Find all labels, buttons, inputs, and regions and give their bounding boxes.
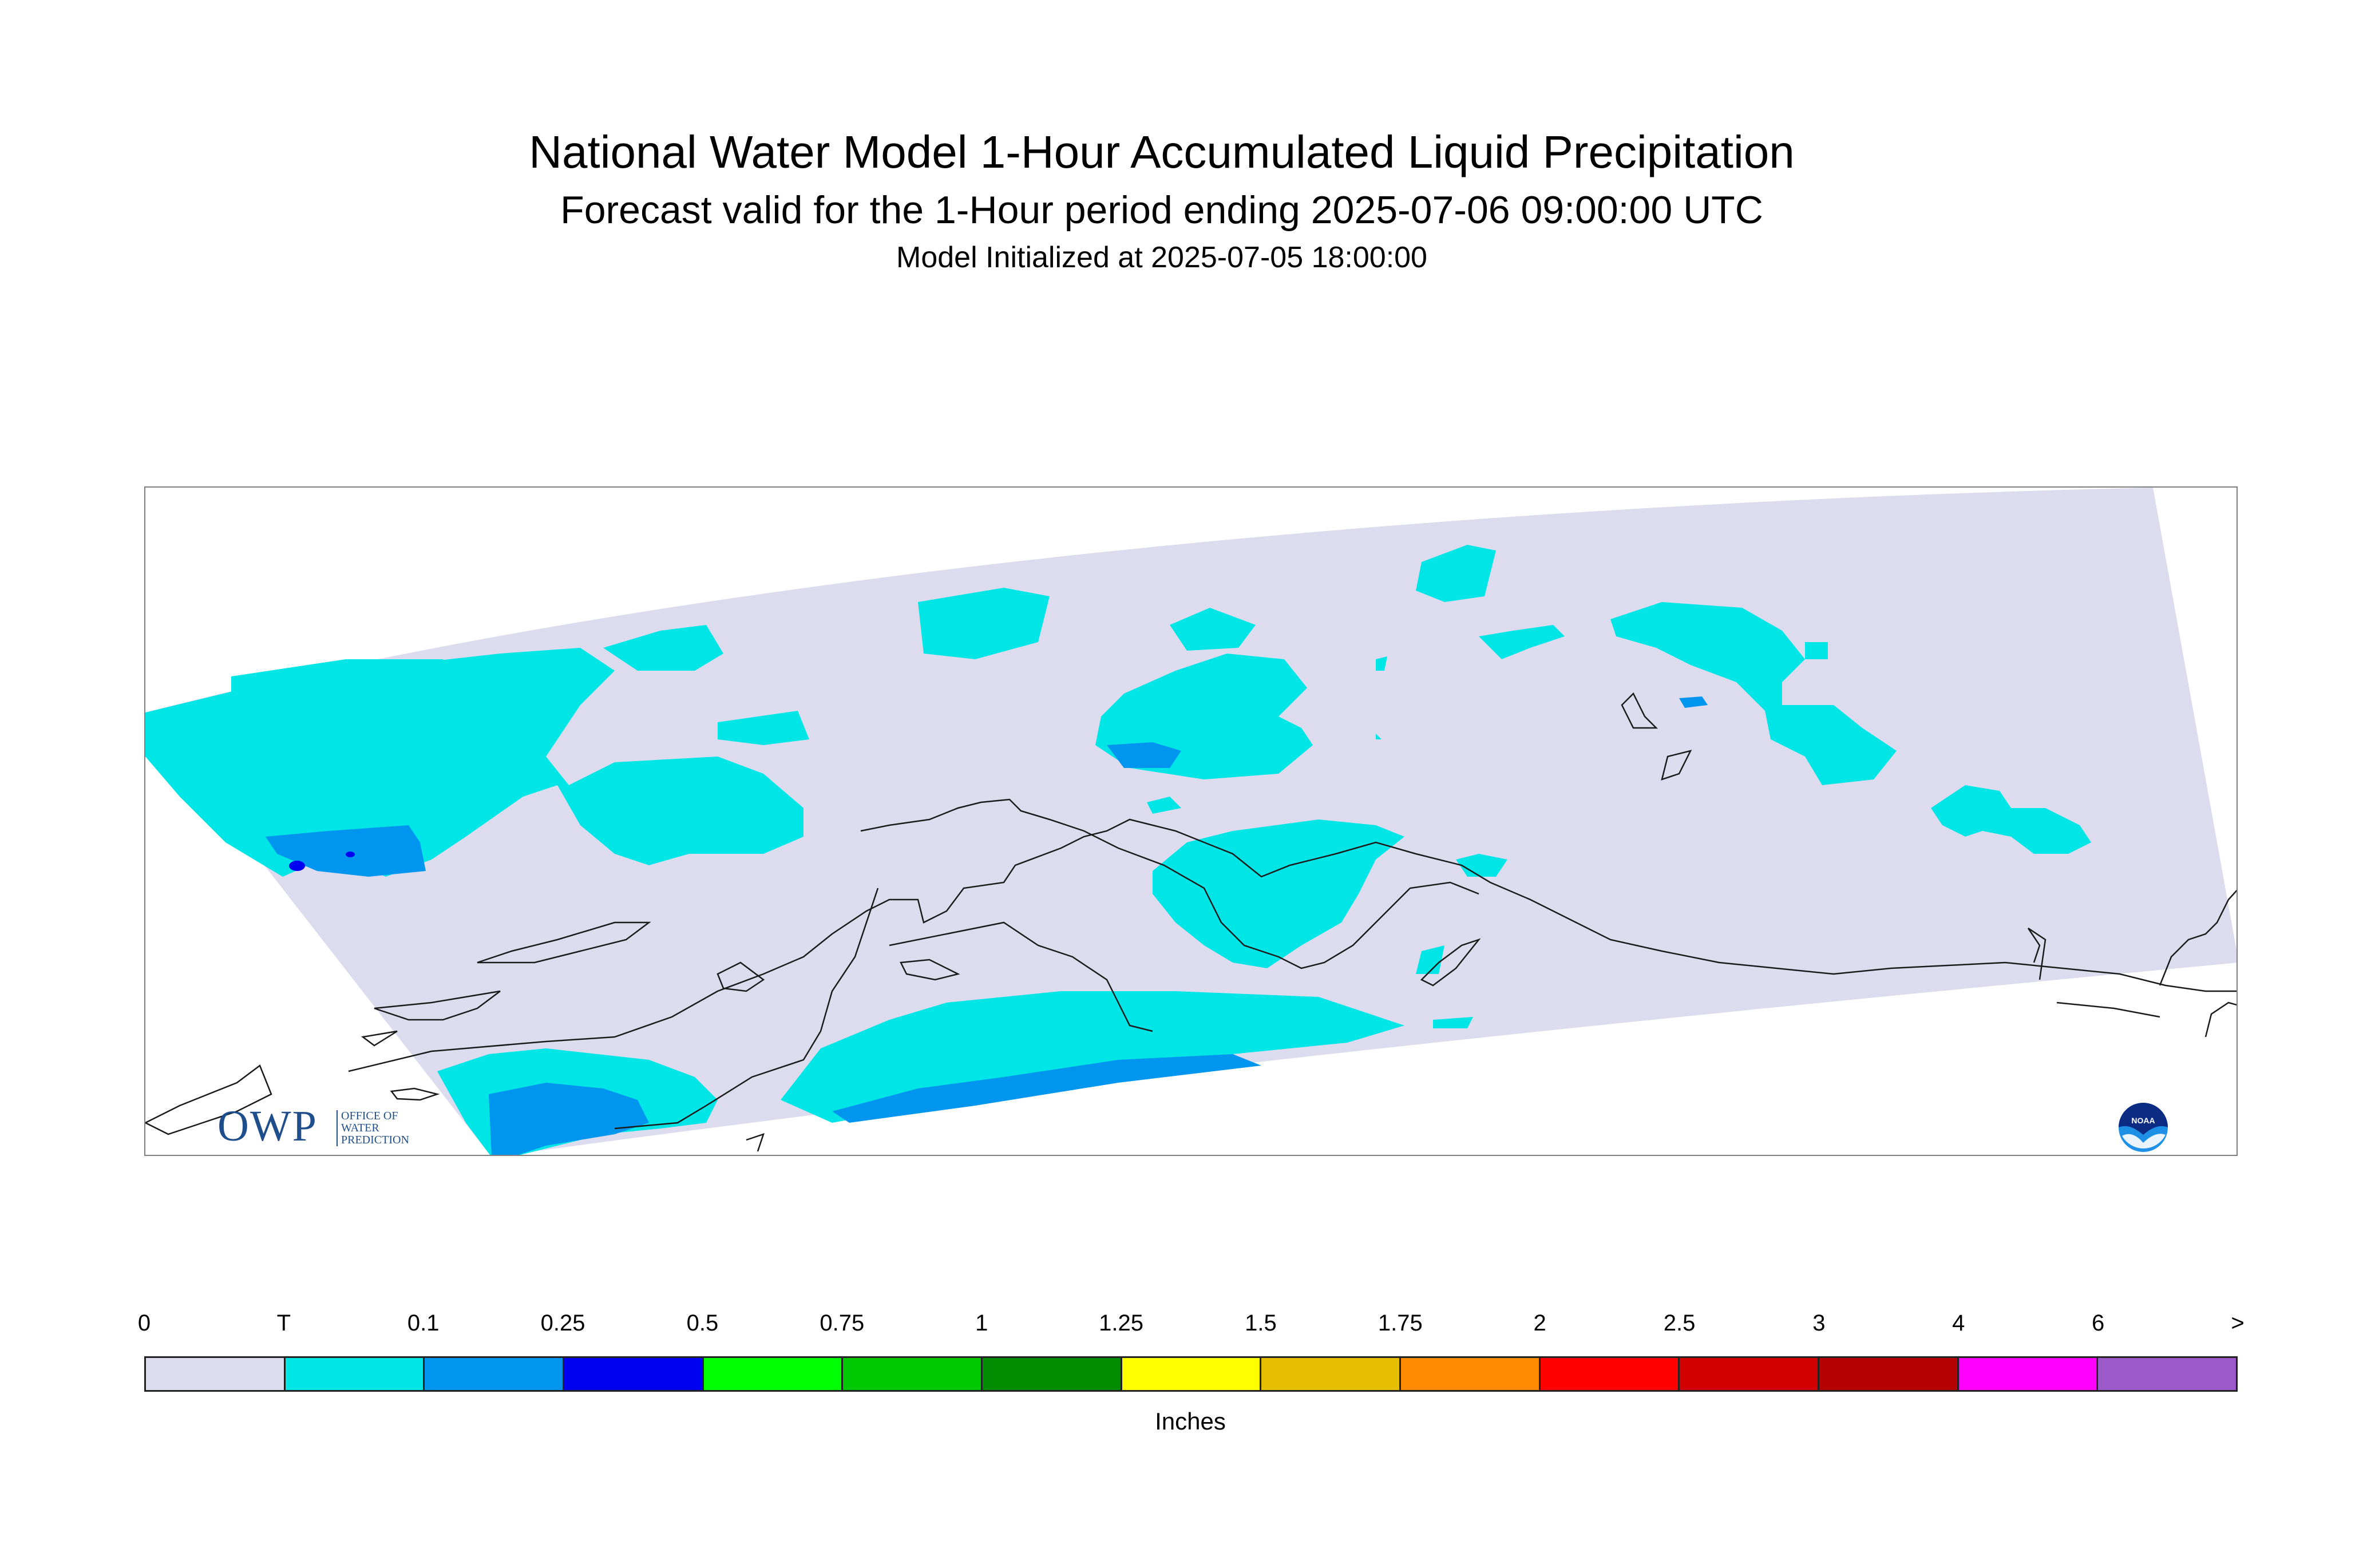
colorbar-swatch — [703, 1358, 844, 1390]
colorbar-swatch — [843, 1358, 983, 1390]
colorbar-swatch — [1540, 1358, 1680, 1390]
trace-precip-areas — [145, 545, 2091, 1155]
colorbar-tick-label: 0.5 — [686, 1310, 719, 1336]
colorbar-tick-label: 3 — [1812, 1310, 1826, 1336]
colorbar-swatch — [2098, 1358, 2237, 1390]
colorbar-tick-label: > — [2231, 1310, 2245, 1336]
colorbar-swatch — [1261, 1358, 1402, 1390]
colorbar-tick-label: 1.25 — [1099, 1310, 1143, 1336]
light-precip-areas — [266, 696, 1708, 1155]
owp-logo: OWP — [217, 1102, 318, 1150]
precip-colorbar — [144, 1356, 2238, 1392]
noaa-logo-text: NOAA — [2131, 1116, 2155, 1125]
colorbar-swatch — [1680, 1358, 1820, 1390]
colorbar-tick-label: 6 — [2092, 1310, 2105, 1336]
colorbar-swatch — [1401, 1358, 1541, 1390]
precipitation-map[interactable] — [144, 486, 2238, 1156]
colorbar-swatch — [1958, 1358, 2099, 1390]
owp-logo-subtext: OFFICE OF WATER PREDICTION — [337, 1110, 409, 1146]
colorbar-tick-label: 2 — [1533, 1310, 1546, 1336]
forecast-valid-subtitle: Forecast valid for the 1-Hour period end… — [560, 188, 1763, 232]
legend-tick-labels: 0 T 0.1 0.25 0.5 0.75 1 1.25 1.5 1.75 2 2.5 3 4 6 > — [138, 1310, 2245, 1396]
colorbar-tick-label: 1.5 — [1245, 1310, 1277, 1336]
legend-units-label: Inches — [1155, 1408, 1226, 1435]
noaa-logo-icon: NOAA — [2119, 1103, 2168, 1152]
map-canvas — [145, 488, 2237, 1155]
colorbar-swatch — [1819, 1358, 1959, 1390]
colorbar-tick-label: 0.25 — [540, 1310, 585, 1336]
colorbar-tick-label: 0.75 — [820, 1310, 865, 1336]
colorbar-swatch — [285, 1358, 425, 1390]
colorbar-swatch — [146, 1358, 286, 1390]
colorbar-tick-label: 0.1 — [407, 1310, 440, 1336]
colorbar-tick-label: T — [276, 1310, 291, 1336]
colorbar-tick-label: 1 — [975, 1310, 988, 1336]
colorbar-tick-label: 1.75 — [1378, 1310, 1423, 1336]
moderate-precip-areas — [289, 852, 355, 871]
colorbar-swatch — [564, 1358, 704, 1390]
coastlines — [145, 692, 2237, 1152]
colorbar-tick-label: 4 — [1952, 1310, 1965, 1336]
colorbar-tick-label: 2.5 — [1663, 1310, 1696, 1336]
model-init-text: Model Initialized at 2025-07-05 18:00:00 — [896, 241, 1427, 274]
colorbar-swatch — [425, 1358, 565, 1390]
colorbar-swatch — [983, 1358, 1122, 1390]
map-title: National Water Model 1-Hour Accumulated … — [529, 126, 1795, 177]
colorbar-swatch — [1122, 1358, 1262, 1390]
colorbar-tick-label: 0 — [137, 1310, 151, 1336]
